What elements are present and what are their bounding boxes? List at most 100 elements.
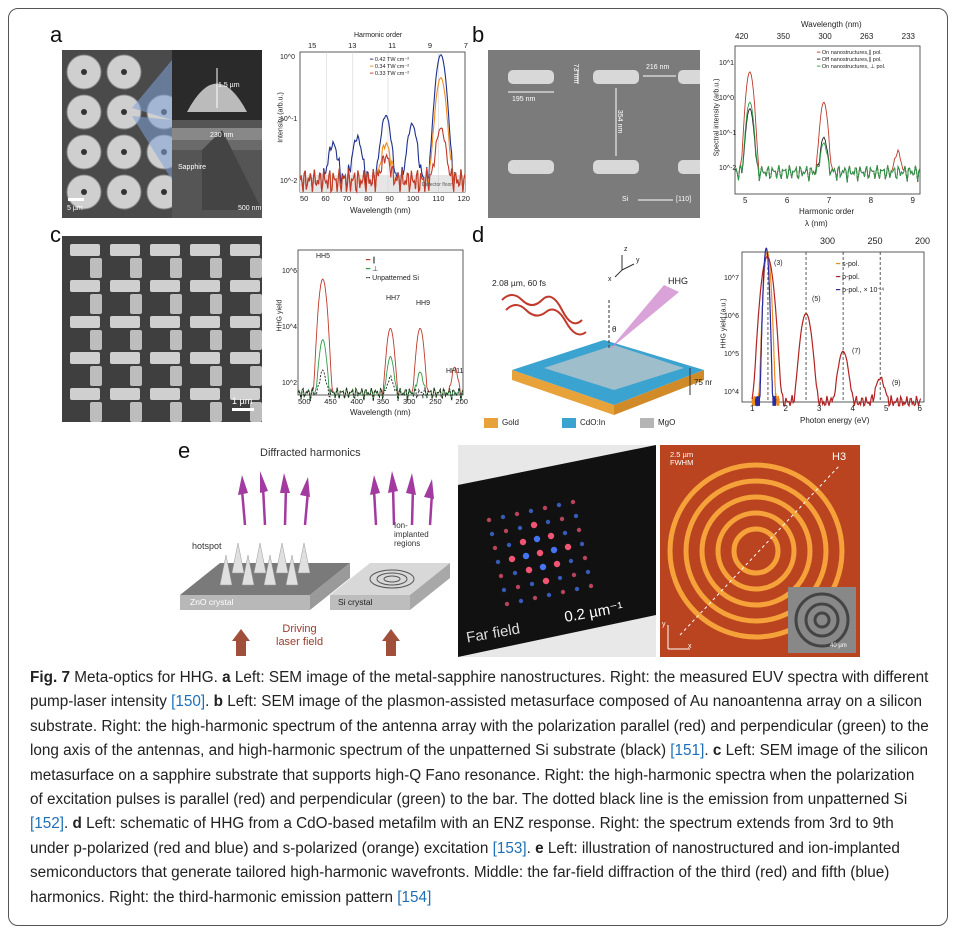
farfield-spot (547, 532, 555, 540)
e-driving: Driving laser field (276, 623, 324, 648)
sem-c-bar (250, 402, 262, 422)
c-x-label: Wavelength (nm) (350, 408, 411, 417)
d-y-ticks: 10^7 10^6 10^5 10^4 (724, 260, 739, 412)
a-series-line (299, 54, 466, 192)
sem-c-bar (70, 280, 100, 292)
panel-e-pattern: 2.5 µm FWHM H3 40 µm x y (660, 445, 860, 657)
b-x-tick: 9 (910, 196, 915, 205)
d-top-ticks: 300 250 200 (820, 236, 930, 246)
c-peak-label: HH9 (416, 300, 431, 307)
sem-c-bar (190, 352, 220, 364)
a-top-tick: 11 (388, 41, 397, 50)
sem-c-bar (250, 330, 262, 350)
sem-c-bar (170, 294, 182, 314)
d-legend: ━ s-pol. ━ p-pol. ━ p-pol., × 10⁻⁴ (836, 261, 885, 294)
a-x-tick: 70 (342, 194, 352, 203)
a-legend-item: 0.33 TW cm⁻² (374, 71, 410, 77)
sem-c-bar (170, 330, 182, 350)
c-peak-label: HH7 (386, 295, 401, 302)
a-series-line (299, 127, 466, 194)
a-legend: ━ 0.42 TW cm⁻² ━ 0.34 TW cm⁻² ━ 0.33 TW … (370, 57, 410, 77)
d-legend-cdo: CdO:In (580, 418, 606, 427)
c-peak-label: HH11 (446, 368, 464, 375)
farfield-spot (501, 587, 507, 593)
farfield-spot (486, 517, 492, 523)
b-y-tick: 10^1 (719, 60, 734, 67)
farfield-spot (550, 546, 558, 554)
panel-letter-e: e (178, 438, 191, 463)
e-h3: H3 (832, 451, 847, 463)
farfield-spot (500, 514, 506, 520)
e-fwhm: 2.5 µm FWHM (670, 450, 694, 467)
a-top-tick: 7 (463, 41, 468, 50)
d-top-tick: 200 (914, 236, 930, 246)
farfield-spot (514, 511, 520, 517)
panel-d-plot: 300 250 200 1 2 3 4 5 6 Photon energy (e… (712, 230, 930, 430)
farfield-spot (562, 530, 568, 536)
b-top-tick: 263 (859, 32, 874, 41)
b-legend-item: On nanostructures, ⊥ pol. (821, 64, 886, 70)
b-x-tick: 7 (826, 196, 832, 205)
d-x-tick: 6 (917, 404, 922, 413)
sem-c-bar (70, 352, 100, 364)
caption-c-text: Left: SEM image of the silicon metasurfa… (30, 742, 928, 809)
panel-a-sem-image: 1.5 µm Sapphire 230 nm 500 nm 5 µm (62, 50, 262, 218)
d-peak-label: (9) (892, 380, 901, 387)
caption-a-letter: a (222, 669, 231, 686)
b-x-tick: 5 (743, 196, 748, 205)
b-legend-item: On nanostructures,∥ pol. (821, 50, 882, 56)
d-hhg-label: HHG (668, 276, 688, 286)
a-x-tick: 110 (432, 194, 445, 203)
b-x-ticks: 5 6 7 8 9 (743, 196, 915, 205)
b-top-tick: 350 (776, 32, 791, 41)
sem-c-bar (90, 258, 102, 278)
a-legend-item: 0.34 TW cm⁻² (374, 64, 410, 70)
d-legend-item: p-pol., × 10⁻⁴ (842, 287, 885, 294)
caption-ref-152[interactable]: [152] (30, 815, 65, 833)
sem-c-bar (130, 402, 142, 422)
farfield-spot (489, 531, 495, 537)
sem-a-label-2: Sapphire (178, 164, 207, 171)
caption-d-letter: d (72, 815, 82, 833)
b-legend: ━ On nanostructures,∥ pol. ━ Off nanostr… (817, 50, 886, 70)
caption-ref-151[interactable]: [151] (670, 742, 705, 760)
sem-c-bar (70, 316, 100, 328)
sem-b-label: 73 nm (572, 63, 580, 84)
farfield-spot (570, 499, 576, 505)
a-x-ticks: 50 60 70 80 90 100 110 120 (300, 194, 470, 203)
c-x-tick: 500 (298, 397, 311, 406)
e-axis-y: y (662, 621, 666, 628)
farfield-spot (498, 573, 504, 579)
farfield-spot (556, 502, 562, 508)
sem-c-bar (230, 316, 260, 328)
c-legend-item: ⊥ (372, 266, 379, 273)
sem-c-bar (130, 294, 142, 314)
a-x-tick: 60 (321, 194, 330, 203)
b-y-tick: 10^0 (719, 95, 734, 102)
farfield-spot (564, 543, 572, 551)
a-x-tick: 90 (385, 194, 394, 203)
farfield-spot (503, 528, 509, 534)
caption-ref-153[interactable]: [153] (492, 839, 527, 857)
c-x-tick: 450 (324, 397, 337, 406)
c-x-tick: 250 (429, 397, 442, 406)
panel-e-illustration: Diffracted harmonics hotspot Ion- implan… (180, 445, 450, 657)
farfield-spot (519, 538, 527, 546)
sem-c-bar (170, 402, 182, 422)
panel-c-plot: 500 450 400 350 300 250 200 Wavelength (… (268, 240, 468, 430)
caption-ref-150[interactable]: [150] (171, 693, 206, 711)
d-theta: θ (612, 325, 617, 334)
d-legend-item: p-pol. (842, 274, 860, 281)
b-top-axis-label: Wavelength (nm) (801, 20, 862, 29)
farfield-spot (495, 559, 501, 565)
farfield-spot (573, 513, 579, 519)
farfield-spot (536, 549, 544, 557)
a-x-tick: 80 (364, 194, 373, 203)
d-axis: y (636, 257, 640, 264)
sem-c-bar (90, 366, 102, 386)
farfield-spot (533, 535, 541, 543)
caption-ref-154[interactable]: [154] (397, 888, 432, 906)
e-hotspot: hotspot (192, 541, 222, 551)
sem-c-bar (110, 352, 140, 364)
sem-a-label-4: 500 nm (238, 205, 262, 212)
